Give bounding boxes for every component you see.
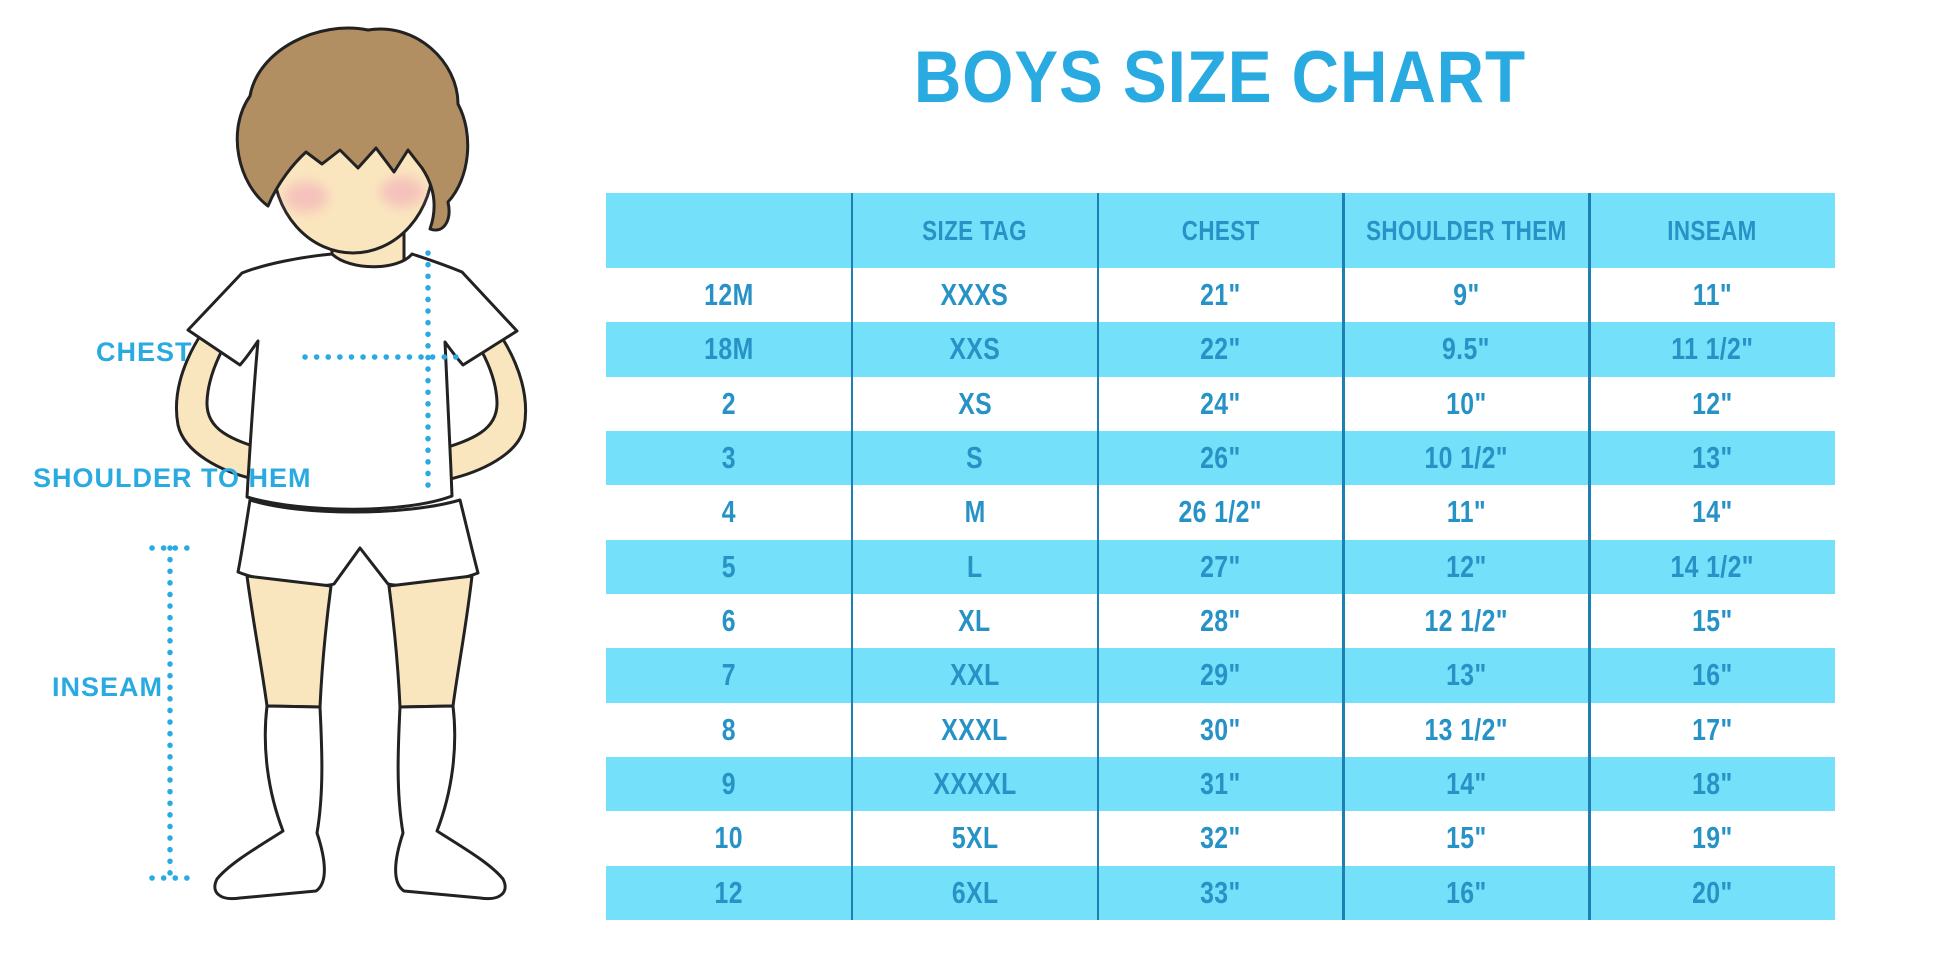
value-cell: XXL [851, 648, 1098, 703]
value-cell: 12 1/2" [1343, 593, 1590, 649]
value-cell: 26 1/2" [1097, 485, 1344, 540]
column-header: SIZE TAG [851, 193, 1098, 268]
t-shirt [186, 252, 519, 511]
value-cell: XXXS [851, 268, 1098, 323]
value-cell: 26" [1097, 430, 1344, 486]
size-cell: 7 [606, 648, 852, 703]
left-leg [245, 574, 333, 709]
value-cell: 11" [1589, 268, 1835, 323]
value-cell: 30" [1097, 702, 1344, 757]
value-cell: 12" [1589, 376, 1835, 431]
left-sock [213, 704, 326, 901]
value-cell: 15" [1589, 593, 1835, 649]
value-cell: 13" [1589, 430, 1835, 486]
shoulder-to-hem-label: SHOULDER TO HEM [33, 463, 312, 493]
hair [235, 26, 470, 232]
size-cell: 8 [606, 702, 852, 757]
value-cell: XS [851, 376, 1098, 431]
value-cell: 16" [1589, 648, 1835, 703]
value-cell: 19" [1589, 811, 1835, 866]
value-cell: 31" [1097, 756, 1344, 812]
value-cell: 13" [1343, 648, 1590, 703]
value-cell: 5XL [851, 811, 1098, 866]
value-cell: S [851, 430, 1098, 486]
size-cell: 3 [606, 430, 852, 486]
chest-label: CHEST [96, 337, 193, 367]
value-cell: 14 1/2" [1589, 539, 1835, 594]
value-cell: 14" [1589, 485, 1835, 540]
size-cell: 4 [606, 485, 852, 540]
value-cell: 32" [1097, 811, 1344, 866]
column-header: CHEST [1097, 193, 1344, 268]
column-header [606, 193, 852, 268]
value-cell: 22" [1097, 322, 1344, 377]
inseam-label: INSEAM [52, 672, 164, 702]
boy-figure-svg [149, 26, 527, 901]
value-cell: 20" [1589, 865, 1835, 920]
value-cell: 10" [1343, 376, 1590, 431]
page-title: BOYS SIZE CHART [913, 37, 1527, 118]
value-cell: XXS [851, 322, 1098, 377]
value-cell: 11" [1343, 485, 1590, 540]
left-cheek-blush [284, 182, 328, 212]
value-cell: 11 1/2" [1589, 322, 1835, 377]
size-cell: 10 [606, 811, 852, 866]
value-cell: 6XL [851, 865, 1098, 920]
value-cell: 9" [1343, 268, 1590, 323]
value-cell: 13 1/2" [1343, 702, 1590, 757]
size-cell: 2 [606, 376, 852, 431]
size-cell: 5 [606, 539, 852, 594]
size-table: SIZE TAG CHEST SHOULDER THEM INSEAM 12M XXXS 2… [606, 193, 1835, 920]
column-header: SHOULDER THEM [1343, 193, 1590, 268]
size-cell: 9 [606, 756, 852, 812]
value-cell: 15" [1343, 811, 1590, 866]
value-cell: 16" [1343, 865, 1590, 920]
value-cell: 14" [1343, 756, 1590, 812]
value-cell: 12" [1343, 539, 1590, 594]
value-cell: 21" [1097, 268, 1344, 323]
value-cell: 9.5" [1343, 322, 1590, 377]
right-leg [387, 574, 474, 709]
value-cell: 10 1/2" [1343, 430, 1590, 486]
boy-measurement-illustration: CHEST SHOULDER TO HEM INSEAM [0, 0, 600, 973]
size-cell: 18M [606, 322, 852, 377]
value-cell: 33" [1097, 865, 1344, 920]
value-cell: XXXL [851, 702, 1098, 757]
value-cell: 29" [1097, 648, 1344, 703]
value-cell: XXXXL [851, 756, 1098, 812]
value-cell: 18" [1589, 756, 1835, 812]
value-cell: M [851, 485, 1098, 540]
shorts [236, 498, 480, 587]
size-cell: 6 [606, 593, 852, 649]
value-cell: 17" [1589, 702, 1835, 757]
right-cheek-blush [380, 177, 424, 207]
value-cell: XL [851, 593, 1098, 649]
value-cell: 28" [1097, 593, 1344, 649]
size-cell: 12 [606, 865, 852, 920]
value-cell: 27" [1097, 539, 1344, 594]
value-cell: 24" [1097, 376, 1344, 431]
size-cell: 12M [606, 268, 852, 323]
column-header: INSEAM [1589, 193, 1835, 268]
value-cell: L [851, 539, 1098, 594]
right-sock [394, 704, 507, 901]
